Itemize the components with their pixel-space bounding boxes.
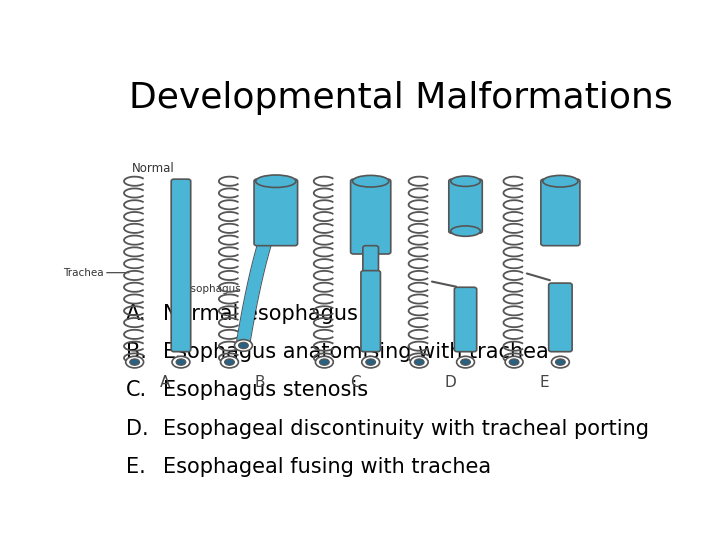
Text: C: C: [350, 375, 361, 389]
Text: D.: D.: [126, 418, 149, 438]
Text: B: B: [255, 375, 266, 389]
Ellipse shape: [126, 356, 143, 368]
FancyBboxPatch shape: [171, 179, 191, 352]
Ellipse shape: [410, 356, 428, 368]
FancyBboxPatch shape: [449, 179, 482, 233]
Text: A.: A.: [126, 304, 147, 324]
Text: Normal esophagus: Normal esophagus: [163, 304, 357, 324]
Text: Esophagus anatomising with trachea: Esophagus anatomising with trachea: [163, 342, 549, 362]
Ellipse shape: [451, 176, 480, 186]
Ellipse shape: [320, 359, 329, 365]
Ellipse shape: [172, 356, 190, 368]
Text: E: E: [540, 375, 549, 389]
Text: Esophageal fusing with trachea: Esophageal fusing with trachea: [163, 457, 490, 477]
Ellipse shape: [130, 359, 140, 365]
Text: Developmental Malformations: Developmental Malformations: [129, 82, 672, 116]
Ellipse shape: [543, 176, 578, 187]
Ellipse shape: [552, 356, 570, 368]
Ellipse shape: [451, 226, 480, 237]
Text: Esophageal discontinuity with tracheal porting: Esophageal discontinuity with tracheal p…: [163, 418, 649, 438]
Ellipse shape: [225, 359, 235, 365]
Ellipse shape: [456, 356, 474, 368]
FancyBboxPatch shape: [254, 179, 297, 246]
Text: B.: B.: [126, 342, 147, 362]
FancyBboxPatch shape: [454, 287, 477, 352]
FancyBboxPatch shape: [549, 283, 572, 352]
Ellipse shape: [505, 356, 523, 368]
FancyBboxPatch shape: [351, 179, 391, 254]
Ellipse shape: [256, 175, 296, 187]
Text: D: D: [444, 375, 456, 389]
Ellipse shape: [238, 342, 248, 349]
Ellipse shape: [176, 359, 186, 365]
FancyBboxPatch shape: [361, 271, 380, 352]
Ellipse shape: [361, 356, 379, 368]
Ellipse shape: [509, 359, 519, 365]
Text: Esophagus stenosis: Esophagus stenosis: [163, 380, 368, 400]
Text: A: A: [160, 375, 171, 389]
Ellipse shape: [414, 359, 424, 365]
Text: Trachea: Trachea: [63, 268, 104, 278]
Ellipse shape: [220, 356, 238, 368]
Ellipse shape: [353, 176, 389, 187]
Text: Normal: Normal: [132, 162, 175, 175]
Ellipse shape: [461, 359, 470, 365]
FancyBboxPatch shape: [541, 179, 580, 246]
Ellipse shape: [315, 356, 333, 368]
Ellipse shape: [366, 359, 376, 365]
Text: C.: C.: [126, 380, 148, 400]
Ellipse shape: [556, 359, 565, 365]
Ellipse shape: [235, 340, 253, 352]
FancyBboxPatch shape: [363, 246, 379, 283]
Text: Esophagus: Esophagus: [184, 285, 240, 294]
Text: E.: E.: [126, 457, 146, 477]
